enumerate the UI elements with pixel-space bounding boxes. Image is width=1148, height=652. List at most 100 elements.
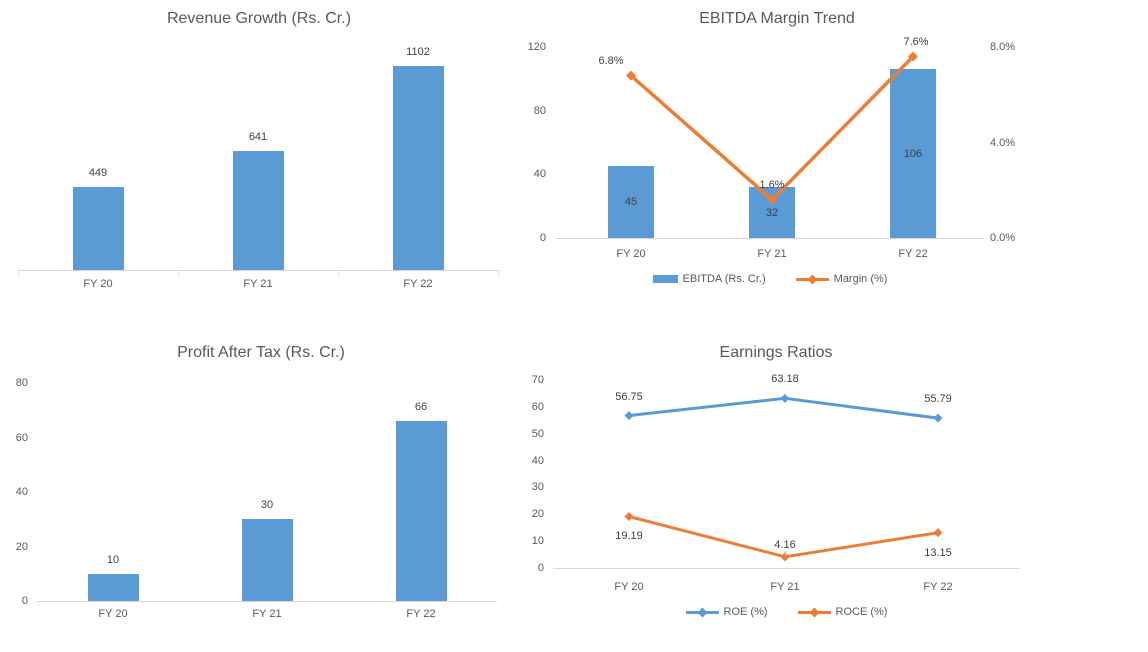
legend-diamond-marker	[697, 607, 707, 617]
legend: ROE (%) ROCE (%)	[553, 606, 1020, 618]
bar-value-label: 449	[88, 166, 108, 179]
bar-FY 21	[241, 519, 293, 601]
bar-FY 20	[72, 186, 124, 270]
y-axis-tick-label: 60	[531, 400, 544, 413]
category-label: FY 22	[406, 608, 436, 620]
bar-value-label: 10	[106, 553, 120, 566]
bar-FY 21	[232, 151, 284, 270]
plot-area: 0 20 40 60 80 10 30 66 FY 20 FY 21 FY 22	[0, 330, 510, 652]
bar-value-label: 106	[903, 147, 923, 160]
y-axis-tick-label: 40	[15, 486, 28, 498]
y-axis-tick-label: 20	[531, 508, 544, 521]
bar-value-label: 641	[248, 131, 268, 144]
earnings-ratios-chart: Earnings Ratios 0 10 20 30 40 50 60 70 56.75 63.1…	[520, 330, 1148, 652]
bar-FY 22	[890, 69, 936, 238]
diamond-marker	[624, 411, 634, 421]
legend-bar-swatch	[652, 275, 678, 283]
y-axis-tick-label: 20	[15, 540, 28, 553]
x-axis-line	[553, 568, 1020, 569]
legend: EBITDA (Rs. Cr.) Margin (%)	[555, 273, 985, 285]
category-label: FY 21	[757, 248, 787, 260]
y-axis-tick-label: 50	[531, 427, 544, 440]
x-axis-tick-mark	[178, 270, 179, 275]
line-series-svg	[624, 393, 943, 562]
bar-FY 20	[87, 573, 139, 601]
line-point-label: 63.18	[771, 373, 799, 386]
bar-value-label: 32	[765, 206, 779, 219]
legend-label: Margin (%)	[833, 273, 888, 285]
bar-value-label: 1102	[406, 46, 430, 59]
x-axis-line	[18, 270, 498, 271]
line-point-label: 1.6%	[759, 178, 785, 191]
legend-line-swatch	[685, 607, 719, 617]
bar-value-label: 30	[260, 499, 274, 512]
category-label: FY 20	[616, 248, 646, 260]
plot-area: 449 641 1102 FY 20 FY 21 FY 22	[0, 0, 510, 310]
diamond-marker	[780, 552, 790, 562]
bar-FY 20	[608, 166, 654, 238]
line-series-svg	[626, 51, 918, 205]
legend-label: EBITDA (Rs. Cr.)	[682, 273, 766, 285]
secondary-y-axis-tick-label: 4.0%	[990, 136, 1016, 149]
legend-diamond-marker	[807, 274, 818, 284]
legend-item: ROE (%)	[685, 606, 768, 618]
bar-FY 22	[395, 421, 447, 601]
bar-value-label: 45	[624, 196, 638, 209]
legend-line-swatch	[795, 274, 829, 284]
legend-diamond-marker	[809, 607, 819, 617]
category-label: FY 21	[770, 581, 800, 593]
category-label: FY 20	[83, 278, 113, 290]
x-axis-tick-mark	[498, 270, 499, 275]
secondary-y-axis-tick-label: 0.0%	[990, 232, 1016, 244]
y-axis-tick-label: 60	[15, 431, 28, 444]
category-label: FY 20	[614, 581, 644, 593]
plot-area: 0 40 80 120 0.0% 4.0% 8.0% 45 32 106 6.8% 1.6% 7.6% F…	[520, 0, 1148, 310]
line-point-label: 13.15	[924, 546, 952, 559]
y-axis-tick-label: 70	[531, 374, 544, 386]
diamond-marker	[908, 51, 918, 62]
bar-FY 22	[392, 66, 444, 270]
legend-item: ROCE (%)	[797, 606, 888, 618]
legend-label: ROE (%)	[723, 606, 768, 618]
ebitda-margin-trend-chart: EBITDA Margin Trend 0 40 80 120 0.0% 4.0% 8.0%…	[520, 0, 1148, 310]
y-axis-tick-label: 120	[527, 41, 546, 53]
line-point-label: 4.16	[774, 538, 796, 551]
plot-area: 0 10 20 30 40 50 60 70 56.75 63.18 55.79 19.19 4.16 1…	[520, 330, 1148, 652]
line-point-label: 19.19	[615, 530, 643, 543]
x-axis-line	[37, 601, 497, 602]
y-axis-tick-label: 10	[531, 535, 544, 548]
category-label: FY 22	[898, 248, 928, 260]
chart-title: Earnings Ratios	[719, 344, 833, 361]
y-axis-tick-label: 40	[531, 454, 544, 467]
category-label: FY 21	[252, 608, 282, 620]
chart-title: Profit After Tax (Rs. Cr.)	[177, 344, 345, 361]
diamond-marker	[767, 194, 777, 205]
y-axis-tick-label: 80	[15, 377, 28, 389]
legend-label: ROCE (%)	[835, 606, 888, 618]
revenue-growth-chart: Revenue Growth (Rs. Cr.) 449 641 1102 FY 20…	[0, 0, 510, 310]
category-label: FY 22	[923, 581, 953, 593]
y-axis-tick-label: 0	[21, 595, 28, 607]
label-leader-line	[785, 550, 786, 556]
y-axis-tick-label: 0	[539, 232, 546, 244]
diamond-marker	[933, 528, 943, 538]
line-point-label: 56.75	[615, 390, 643, 403]
x-axis-tick-mark	[18, 270, 19, 275]
line-point-label: 7.6%	[903, 35, 929, 48]
chart-title: EBITDA Margin Trend	[699, 10, 855, 27]
x-axis-tick-mark	[338, 270, 339, 275]
secondary-y-axis-tick-label: 8.0%	[990, 41, 1016, 53]
diamond-marker	[933, 413, 943, 423]
legend-item: EBITDA (Rs. Cr.)	[652, 273, 766, 285]
line-point-label: 6.8%	[598, 54, 624, 67]
y-axis-tick-label: 0	[537, 562, 544, 574]
y-axis-tick-label: 30	[531, 481, 544, 494]
category-label: FY 20	[98, 608, 128, 620]
diamond-marker	[624, 511, 634, 521]
category-label: FY 22	[403, 278, 433, 290]
bar-value-label: 66	[414, 401, 428, 414]
legend-item: Margin (%)	[795, 273, 888, 285]
diamond-marker	[626, 70, 636, 81]
legend-line-swatch	[797, 607, 831, 617]
